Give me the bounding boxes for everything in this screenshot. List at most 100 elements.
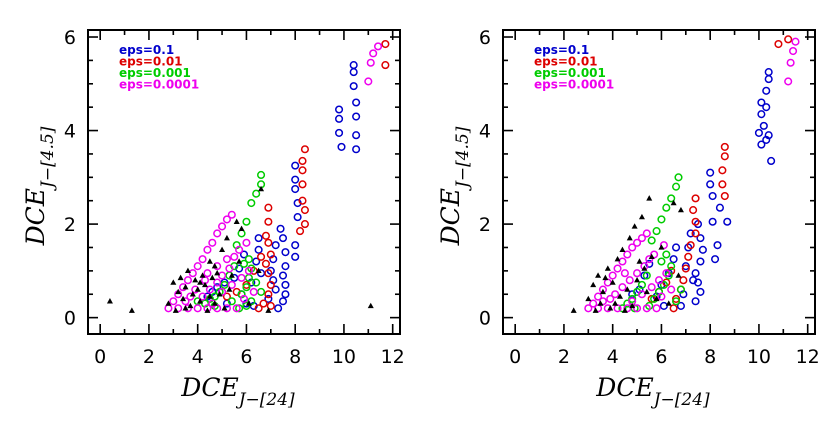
data-point-circle xyxy=(784,77,793,86)
data-point-circle xyxy=(335,105,344,114)
data-point-circle xyxy=(181,297,190,306)
data-point-circle xyxy=(764,75,773,84)
data-point-triangle xyxy=(646,195,653,201)
data-point-triangle xyxy=(209,274,216,281)
data-point-triangle xyxy=(204,307,211,313)
data-point-circle xyxy=(764,131,773,140)
data-point-triangle xyxy=(675,272,682,278)
data-point-triangle xyxy=(180,295,187,302)
x-tick-label: 10 xyxy=(747,346,771,368)
data-point-circle xyxy=(589,299,598,308)
data-point-circle xyxy=(203,269,212,278)
data-point-circle xyxy=(264,217,273,226)
data-point-circle xyxy=(789,46,798,56)
data-point-circle xyxy=(628,243,637,252)
data-point-circle xyxy=(667,285,676,294)
series-3 xyxy=(584,37,800,313)
data-point-triangle xyxy=(258,185,265,192)
data-point-circle xyxy=(298,196,307,205)
y-tick-label: 0 xyxy=(64,308,76,330)
x-axis-label: DCEJ−[24] xyxy=(180,373,295,410)
data-point-circle xyxy=(298,166,307,175)
data-point-circle xyxy=(774,39,783,49)
x-tick-label: 12 xyxy=(796,346,820,368)
data-point-triangle xyxy=(617,293,623,299)
data-point-circle xyxy=(291,252,300,261)
y-axis-label-main: DCE xyxy=(21,188,50,246)
data-point-circle xyxy=(247,297,256,306)
data-point-triangle xyxy=(265,307,272,313)
data-point-triangle xyxy=(585,295,592,302)
data-point-circle xyxy=(662,269,671,278)
data-point-circle xyxy=(259,299,268,308)
data-point-circle xyxy=(242,301,251,310)
data-point-circle xyxy=(676,301,685,310)
data-point-circle xyxy=(242,217,251,226)
data-point-circle xyxy=(625,276,634,285)
data-point-triangle xyxy=(621,307,628,313)
legend-entry: eps=0.001 xyxy=(534,66,606,80)
data-point-circle xyxy=(689,206,698,215)
data-point-triangle xyxy=(187,302,194,309)
data-point-triangle xyxy=(214,270,221,276)
data-point-circle xyxy=(227,210,236,219)
data-point-circle xyxy=(645,255,654,264)
data-point-circle xyxy=(667,194,676,203)
legend-entry: eps=0.1 xyxy=(534,43,589,57)
data-point-triangle xyxy=(641,265,648,271)
data-point-circle xyxy=(679,276,688,285)
data-point-circle xyxy=(691,194,700,203)
data-point-circle xyxy=(198,292,207,301)
data-point-triangle xyxy=(211,300,218,306)
x-tick-label: 8 xyxy=(289,346,301,368)
data-point-circle xyxy=(239,259,249,268)
y-axis-label-main: DCE xyxy=(436,188,465,246)
x-tick-label: 0 xyxy=(509,346,521,368)
data-point-triangle xyxy=(182,284,189,290)
data-point-circle xyxy=(174,304,183,313)
data-point-circle xyxy=(247,198,256,208)
data-point-circle xyxy=(691,297,700,306)
right-scatter-chart: 0 2 4 6 8 10 120246DCEJ−[24]DCEJ−[4.5]eps=0.1e… xyxy=(436,27,820,410)
data-point-triangle xyxy=(175,288,182,295)
data-point-triangle xyxy=(206,258,213,264)
data-point-circle xyxy=(278,271,288,280)
data-point-circle xyxy=(244,266,253,275)
data-point-circle xyxy=(264,203,273,212)
data-point-triangle xyxy=(677,206,684,213)
series-4 xyxy=(570,195,684,313)
data-point-circle xyxy=(249,287,258,296)
data-point-triangle xyxy=(665,300,672,306)
data-point-triangle xyxy=(170,279,177,285)
data-point-circle xyxy=(762,103,771,112)
data-point-circle xyxy=(352,112,361,121)
data-point-circle xyxy=(271,241,280,250)
data-point-circle xyxy=(708,191,717,201)
data-point-triangle xyxy=(219,246,226,253)
data-point-circle xyxy=(381,61,390,70)
data-point-circle xyxy=(239,294,249,303)
data-point-triangle xyxy=(619,246,626,253)
data-point-circle xyxy=(349,61,358,70)
data-point-triangle xyxy=(670,199,677,206)
data-point-circle xyxy=(208,238,217,247)
data-point-circle xyxy=(213,278,222,287)
data-point-circle xyxy=(291,184,300,194)
data-point-circle xyxy=(254,245,263,254)
data-point-circle xyxy=(659,301,668,310)
data-point-triangle xyxy=(648,253,655,260)
legend-entry: eps=0.0001 xyxy=(534,78,614,92)
data-point-circle xyxy=(611,290,620,299)
x-axis-label-main: DCE xyxy=(180,373,238,402)
series-0 xyxy=(203,61,361,313)
data-point-triangle xyxy=(192,277,199,283)
data-point-circle xyxy=(757,140,766,149)
data-point-circle xyxy=(711,255,720,264)
data-point-circle xyxy=(652,304,661,313)
data-point-circle xyxy=(264,238,273,247)
data-point-triangle xyxy=(609,279,616,285)
data-point-triangle xyxy=(599,288,606,295)
y-axis-label: DCEJ−[4.5] xyxy=(436,126,473,246)
y-tick-label: 6 xyxy=(479,27,491,49)
data-point-triangle xyxy=(233,218,240,224)
